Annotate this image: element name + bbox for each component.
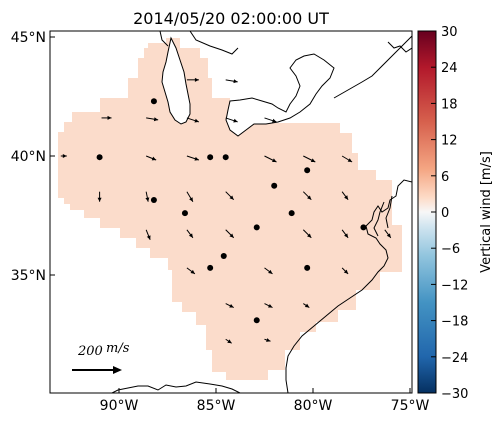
colorbar-label: Vertical wind [m/s] bbox=[479, 151, 494, 273]
station-marker bbox=[150, 197, 157, 204]
lon-tick-label: 90°W bbox=[100, 398, 139, 414]
latitude-ticks: 45°N 40°N 35°N bbox=[11, 30, 55, 284]
station-marker bbox=[150, 98, 157, 105]
wind-arrow bbox=[225, 338, 232, 344]
vertical-wind-field bbox=[58, 38, 402, 380]
colorbar-tick-label: −30 bbox=[441, 387, 468, 402]
wind-arrow bbox=[186, 117, 200, 123]
map-frame bbox=[49, 30, 413, 394]
colorbar-tick-label: 30 bbox=[441, 25, 458, 40]
wind-arrow bbox=[225, 191, 235, 201]
wind-arrow bbox=[341, 229, 349, 239]
scale-value: 200 bbox=[77, 344, 103, 359]
chesapeake-bay bbox=[373, 195, 393, 237]
wind-arrow bbox=[186, 191, 194, 202]
colorbar-tick-label: 24 bbox=[441, 61, 458, 76]
wind-arrow bbox=[341, 267, 349, 275]
station-marker bbox=[207, 264, 214, 271]
station-marker bbox=[253, 224, 260, 231]
wind-arrow bbox=[264, 267, 273, 275]
longitude-ticks: 90°W 85°W 80°W 75°W bbox=[100, 388, 430, 414]
wind-arrow bbox=[341, 155, 353, 163]
wind-arrow bbox=[97, 191, 102, 202]
lat-tick-label: 45°N bbox=[11, 30, 46, 46]
wind-arrow bbox=[225, 303, 234, 309]
wind-arrow bbox=[302, 191, 312, 201]
scale-unit: m/s bbox=[106, 341, 130, 356]
lon-tick-label: 75°W bbox=[391, 398, 430, 414]
station-marker bbox=[304, 167, 311, 174]
colorbar-tick-label: 6 bbox=[441, 170, 449, 185]
lake-ontario bbox=[333, 35, 412, 99]
colorbar-tick-label: −6 bbox=[441, 242, 460, 257]
colorbar-tick-label: 12 bbox=[441, 134, 458, 149]
colorbar-tick-label: −12 bbox=[441, 278, 468, 293]
wind-arrow bbox=[303, 155, 316, 163]
lat-tick-label: 35°N bbox=[11, 268, 46, 284]
wind-arrow bbox=[146, 117, 159, 122]
wind-arrow bbox=[186, 267, 196, 275]
colorbar-tick-label: 18 bbox=[441, 97, 458, 112]
station-marker bbox=[271, 182, 278, 189]
station-marker bbox=[220, 252, 227, 259]
wind-arrow bbox=[101, 115, 112, 120]
colorbar-tick-label: −18 bbox=[441, 315, 468, 330]
colorbar: 30 24 18 12 6 0 −6 −12 −18 −24 −30 Vertical wind [… bbox=[417, 25, 494, 402]
wind-arrow bbox=[264, 155, 277, 163]
station-marker bbox=[222, 154, 229, 161]
wind-arrow bbox=[264, 303, 273, 309]
wind-arrow bbox=[303, 303, 310, 308]
wind-arrow bbox=[264, 117, 277, 123]
wind-arrow bbox=[145, 155, 157, 161]
wind-arrow bbox=[60, 154, 67, 158]
station-marker bbox=[181, 210, 188, 217]
station-marker bbox=[288, 210, 295, 217]
colorbar-ticks: 30 24 18 12 6 0 −6 −12 −18 −24 −30 bbox=[431, 25, 468, 402]
wind-arrow bbox=[186, 229, 194, 239]
wind-arrow bbox=[145, 191, 150, 202]
canada-border bbox=[387, 41, 412, 53]
wind-arrow bbox=[341, 191, 349, 200]
wind-arrow bbox=[225, 79, 238, 84]
gulf-coast bbox=[111, 381, 241, 393]
station-marker bbox=[207, 154, 214, 161]
great-lakes-east bbox=[225, 53, 335, 137]
lon-tick-label: 85°W bbox=[197, 398, 236, 414]
wind-arrow bbox=[186, 77, 199, 82]
colorbar-tick-label: 0 bbox=[441, 206, 449, 221]
colorbar-tick-label: −24 bbox=[441, 351, 468, 366]
lat-tick-label: 40°N bbox=[11, 149, 46, 165]
wind-arrow bbox=[302, 229, 312, 239]
wind-arrows bbox=[60, 77, 392, 344]
lon-tick-label: 80°W bbox=[294, 398, 333, 414]
station-marker bbox=[253, 317, 260, 324]
wind-arrow bbox=[145, 229, 151, 240]
wind-arrow bbox=[186, 155, 200, 161]
wind-arrow bbox=[225, 229, 235, 239]
stations bbox=[96, 98, 367, 324]
map-panel: 200 m/s bbox=[50, 31, 412, 393]
atlantic-coast bbox=[285, 179, 412, 393]
station-marker bbox=[304, 264, 311, 271]
lake-superior bbox=[159, 31, 239, 55]
wind-arrow bbox=[225, 117, 238, 123]
lake-michigan bbox=[161, 36, 191, 125]
wind-arrow bbox=[264, 338, 271, 342]
station-marker bbox=[360, 224, 367, 231]
wind-arrow bbox=[384, 229, 392, 239]
station-marker bbox=[96, 154, 103, 161]
scale-reference: 200 m/s bbox=[72, 341, 130, 374]
map-title: 2014/05/20 02:00:00 UT bbox=[133, 9, 329, 28]
